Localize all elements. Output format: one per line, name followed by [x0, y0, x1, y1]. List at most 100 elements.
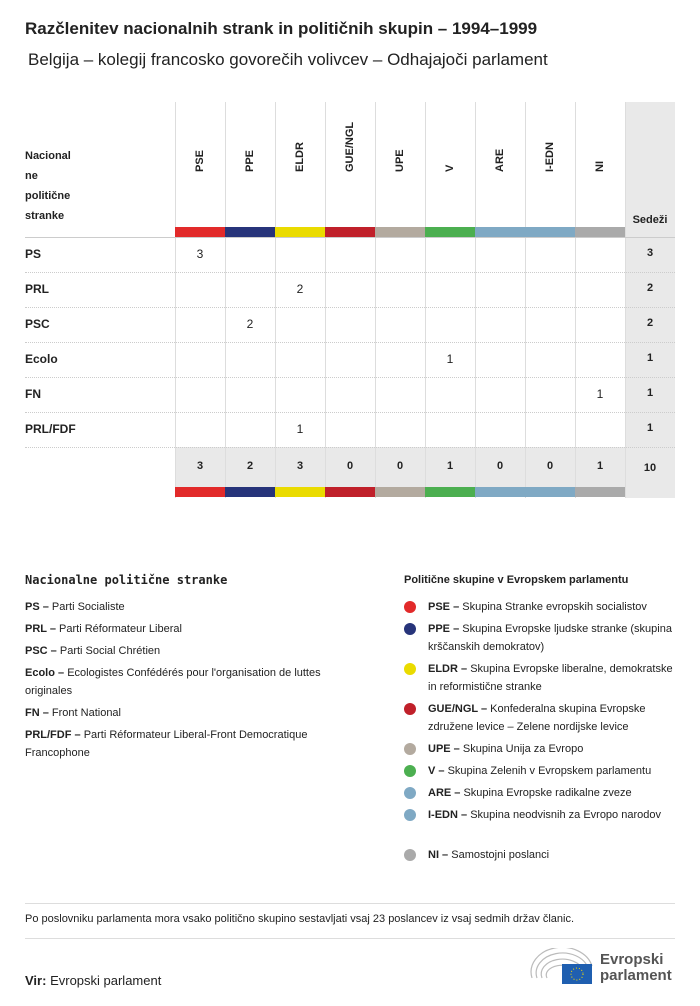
- row-header-line: stranke: [25, 210, 65, 222]
- group-color-dot-icon: [404, 787, 416, 799]
- column-divider: [425, 102, 426, 498]
- column-total: 0: [496, 460, 504, 472]
- party-name: Parti Réformateur Liberal-Front Democrat…: [25, 729, 308, 759]
- column-divider: [625, 102, 626, 498]
- party-abbr: PS –: [25, 601, 49, 613]
- divider: [25, 938, 675, 939]
- grand-total: 10: [643, 462, 657, 474]
- seat-cell: 1: [596, 387, 604, 401]
- column-divider: [575, 102, 576, 498]
- group-abbr: NI –: [428, 849, 449, 861]
- row-divider: [25, 412, 675, 413]
- column-divider: [275, 102, 276, 498]
- ep-logo: Evropski parlament: [528, 946, 678, 988]
- row-label: Ecolo: [25, 352, 58, 366]
- group-color-bar: [275, 227, 325, 237]
- group-legend-item: I-EDN – Skupina neodvisnih za Evropo nar…: [404, 806, 679, 824]
- column-divider: [525, 102, 526, 498]
- group-color-dot-icon: [404, 743, 416, 755]
- row-divider: [25, 377, 675, 378]
- group-header: PSE: [194, 149, 206, 172]
- row-label: PRL: [25, 282, 49, 296]
- party-name: Parti Socialiste: [51, 601, 125, 613]
- logo-text: Evropski: [600, 951, 664, 968]
- group-legend-item: ARE – Skupina Evropske radikalne zveze: [404, 784, 679, 802]
- column-total: 3: [196, 460, 204, 472]
- party-name: Parti Social Chrétien: [59, 645, 161, 657]
- column-total: 1: [446, 460, 454, 472]
- group-header: I-EDN: [544, 142, 556, 172]
- group-abbr: PPE –: [428, 623, 460, 635]
- group-name: Skupina Zelenih v Evropskem parlamentu: [447, 765, 652, 777]
- group-header: V: [444, 164, 456, 172]
- row-total: 2: [646, 317, 654, 329]
- group-name: Skupina neodvisnih za Evropo narodov: [470, 809, 661, 821]
- row-label: PS: [25, 247, 42, 261]
- group-legend-item: GUE/NGL – Konfederalna skupina Evropske …: [404, 700, 679, 736]
- source-label: Vir:: [25, 973, 47, 988]
- group-legend-item: PSE – Skupina Stranke evropskih socialis…: [404, 598, 679, 616]
- group-color-bar: [525, 227, 575, 237]
- group-abbr: UPE –: [428, 743, 460, 755]
- group-color-dot-icon: [404, 809, 416, 821]
- party-abbr: PSC –: [25, 645, 57, 657]
- seats-column-bg: [625, 102, 675, 498]
- row-total: 1: [646, 422, 654, 434]
- national-party-item: Ecolo – Ecologistes Confédérés pour l'or…: [25, 664, 365, 700]
- group-color-bar: [375, 227, 425, 237]
- national-party-item: PS – Parti Socialiste: [25, 598, 365, 616]
- group-header: PPE: [244, 149, 256, 172]
- group-name: Skupina Evropske liberalne, demokratske …: [428, 663, 673, 693]
- row-total: 2: [646, 282, 654, 294]
- group-color-bar: [475, 227, 525, 237]
- row-header-line: Nacional: [25, 150, 71, 162]
- group-header: NI: [594, 161, 606, 172]
- divider: [25, 903, 675, 904]
- seat-table: Nacional ne politične stranke Sedeži PSE…: [25, 102, 675, 498]
- seats-header: Sedeži: [632, 214, 668, 226]
- group-header: UPE: [394, 149, 406, 172]
- group-name: Skupina Evropske radikalne zveze: [463, 787, 632, 799]
- group-legend-item: PPE – Skupina Evropske ljudske stranke (…: [404, 620, 679, 656]
- group-color-bar: [575, 227, 625, 237]
- heading-text: Nacionalne politične stranke: [25, 573, 228, 587]
- national-party-item: FN – Front National: [25, 704, 365, 722]
- row-label: FN: [25, 387, 41, 401]
- column-divider: [475, 102, 476, 498]
- header-rule: [25, 237, 675, 238]
- group-color-dot-icon: [404, 703, 416, 715]
- group-abbr: GUE/NGL –: [428, 703, 488, 715]
- party-name: Parti Réformateur Liberal: [59, 623, 182, 635]
- column-total: 3: [296, 460, 304, 472]
- group-name: Skupina Unija za Evropo: [462, 743, 584, 755]
- group-color-bar: [275, 487, 325, 497]
- national-party-item: PSC – Parti Social Chrétien: [25, 642, 365, 660]
- group-abbr: V –: [428, 765, 445, 777]
- group-abbr: PSE –: [428, 601, 460, 613]
- seat-cell: 1: [296, 422, 304, 436]
- column-total: 2: [246, 460, 254, 472]
- group-color-bar: [175, 227, 225, 237]
- group-color-bar: [425, 487, 475, 497]
- column-divider: [375, 102, 376, 498]
- row-divider: [25, 307, 675, 308]
- group-color-dot-icon: [404, 623, 416, 635]
- column-divider: [225, 102, 226, 498]
- party-name: Ecologistes Confédérés pour l'organisati…: [25, 667, 321, 697]
- column-total: 1: [596, 460, 604, 472]
- logo-text: parlament: [600, 967, 672, 984]
- group-legend-item: NI – Samostojni poslanci: [404, 846, 679, 864]
- hemicycle-icon: [530, 946, 593, 984]
- footnote: Po poslovniku parlamenta mora vsako poli…: [25, 913, 575, 925]
- group-color-bar: [225, 487, 275, 497]
- group-color-dot-icon: [404, 849, 416, 861]
- group-header: GUE/NGL: [344, 121, 356, 172]
- group-color-bar: [325, 487, 375, 497]
- column-total: 0: [396, 460, 404, 472]
- national-party-item: PRL/FDF – Parti Réformateur Liberal-Fron…: [25, 726, 365, 762]
- group-name: Skupina Evropske ljudske stranke (skupin…: [428, 623, 672, 653]
- seat-cell: 2: [296, 282, 304, 296]
- row-divider: [25, 272, 675, 273]
- column-total: 0: [346, 460, 354, 472]
- legend-groups-heading: Politične skupine v Evropskem parlamentu: [404, 574, 629, 586]
